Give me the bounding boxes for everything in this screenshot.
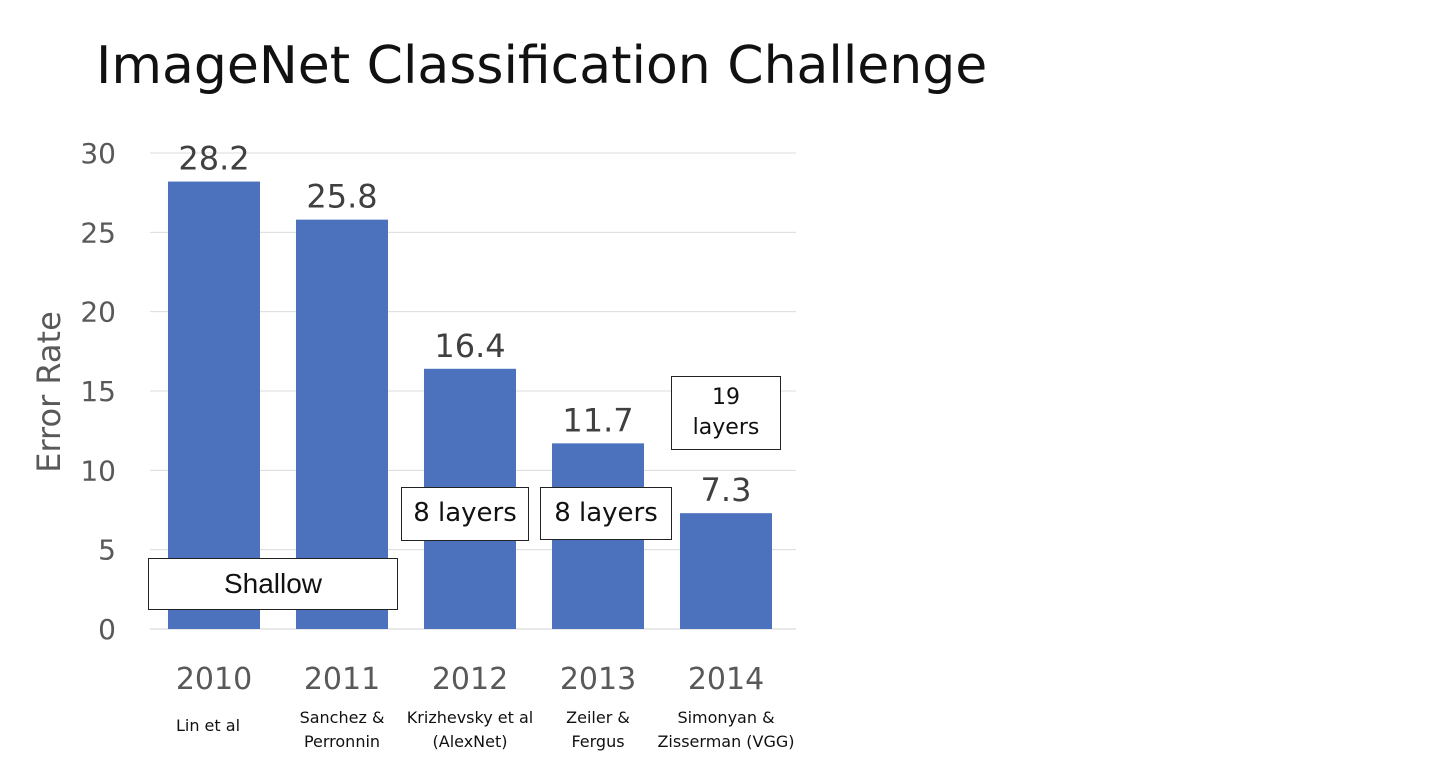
y-tick-label: 15 <box>80 375 116 408</box>
y-tick-label: 5 <box>98 534 116 567</box>
y-axis-label: Error Rate <box>30 311 68 473</box>
x-axis-ticks: 2010 2011 2012 2013 2014 <box>176 662 764 697</box>
author-labels: Lin et al Sanchez & Perronnin Krizhevsky et… <box>176 708 795 751</box>
x-tick-label-2012: 2012 <box>432 662 508 697</box>
data-label-2010: 28.2 <box>178 140 249 178</box>
author-label: Krizhevsky et al <box>407 708 533 727</box>
y-tick-label: 30 <box>80 137 116 170</box>
y-tick-label: 20 <box>80 296 116 329</box>
author-label: Sanchez & <box>300 708 385 727</box>
y-tick-label: 10 <box>80 454 116 487</box>
x-tick-label-2011: 2011 <box>304 662 380 697</box>
author-label: Zeiler & <box>566 708 630 727</box>
author-label: Lin et al <box>176 716 240 735</box>
data-label-2011: 25.8 <box>306 178 377 216</box>
author-label: Fergus <box>571 732 624 751</box>
author-label: Perronnin <box>304 732 380 751</box>
y-tick-label: 0 <box>98 613 116 646</box>
y-axis-ticks: 0 5 10 15 20 25 30 <box>80 137 116 646</box>
data-label-2014: 7.3 <box>701 471 752 509</box>
bar-2010 <box>168 181 260 629</box>
page-title: ImageNet Classification Challenge <box>96 36 988 96</box>
y-tick-label: 25 <box>80 216 116 249</box>
annotation-layers-2014: 19 layers <box>671 376 781 450</box>
annotation-shallow: Shallow <box>148 558 398 610</box>
data-label-2013: 11.7 <box>562 401 633 439</box>
data-label-2012: 16.4 <box>434 327 505 365</box>
author-label: Simonyan & <box>677 708 774 727</box>
author-label: (AlexNet) <box>433 732 508 751</box>
author-label: Zisserman (VGG) <box>657 732 794 751</box>
bar-2014 <box>680 513 772 629</box>
annotation-layers-2013: 8 layers <box>540 487 672 540</box>
x-tick-label-2013: 2013 <box>560 662 636 697</box>
annotation-layers-2012: 8 layers <box>401 487 529 541</box>
x-tick-label-2010: 2010 <box>176 662 252 697</box>
data-labels: 28.2 25.8 16.4 11.7 7.3 <box>178 140 751 510</box>
x-tick-label-2014: 2014 <box>688 662 764 697</box>
